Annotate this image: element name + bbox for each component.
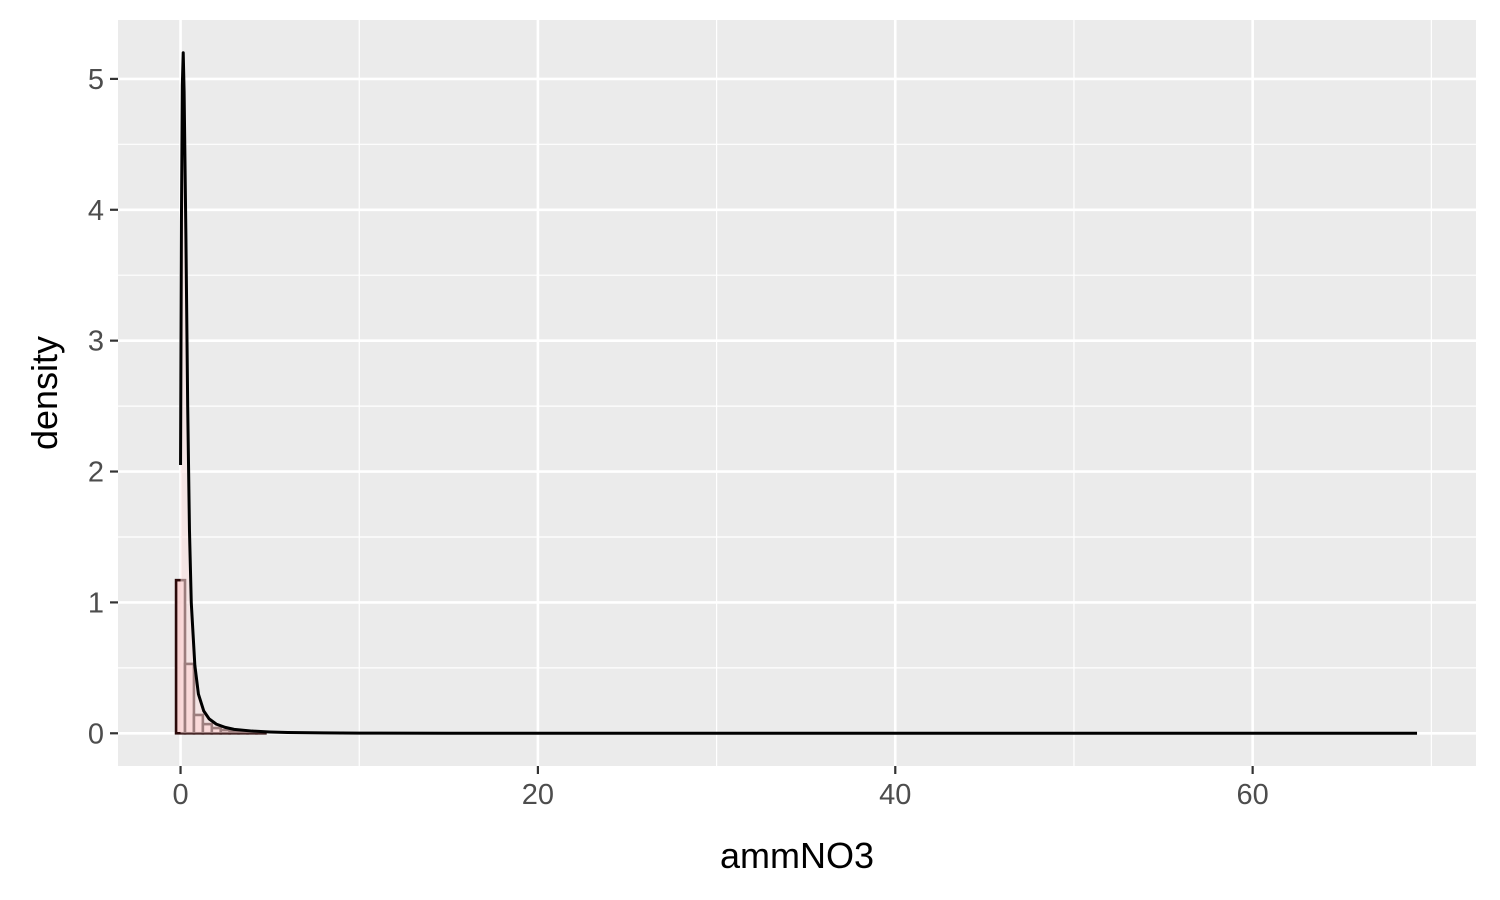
minor-gridlines — [118, 20, 1476, 766]
density-line — [179, 51, 1418, 735]
x-tick-labels: 0 20 40 60 — [172, 779, 1268, 811]
x-tick-label: 0 — [172, 779, 188, 811]
y-tick-label: 5 — [88, 64, 104, 96]
x-tick-label: 40 — [879, 779, 911, 811]
y-tick-label: 3 — [88, 326, 104, 358]
x-tick-label: 20 — [522, 779, 554, 811]
axis-ticks — [110, 77, 1254, 774]
x-axis-title: ammNO3 — [720, 835, 874, 876]
plot-panel — [118, 20, 1476, 766]
density-curve — [179, 51, 1418, 735]
y-tick-label: 4 — [88, 195, 104, 227]
y-axis-title: density — [24, 336, 65, 450]
x-tick-label: 60 — [1237, 779, 1269, 811]
y-tick-label: 2 — [88, 457, 104, 489]
y-tick-label: 0 — [88, 718, 104, 750]
y-tick-label: 1 — [88, 587, 104, 619]
y-tick-labels: 0 1 2 3 4 5 — [88, 64, 104, 750]
